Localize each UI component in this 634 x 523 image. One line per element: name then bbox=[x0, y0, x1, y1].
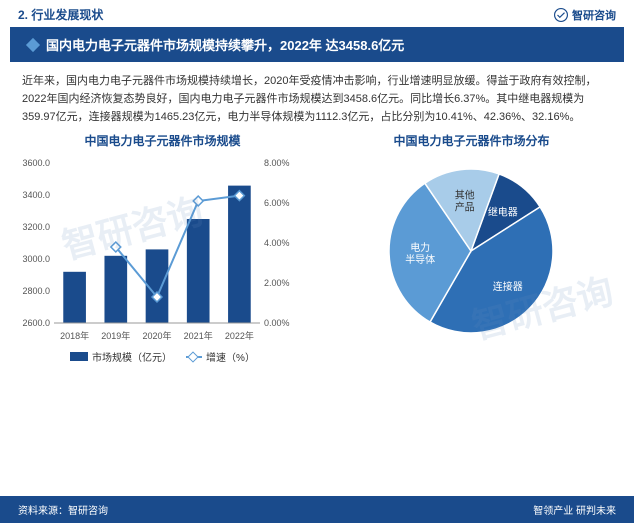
svg-text:0.00%: 0.00% bbox=[264, 318, 290, 328]
body-paragraph: 近年来，国内电力电子元器件市场规模持续增长，2020年受疫情冲击影响，行业增速明… bbox=[0, 62, 634, 132]
svg-text:2018年: 2018年 bbox=[60, 330, 89, 341]
legend-bar-swatch bbox=[70, 352, 88, 361]
pie-chart-column: 中国电力电子元器件市场分布 继电器连接器 电力半导体 其他产品 bbox=[321, 132, 622, 364]
legend-line-swatch bbox=[186, 356, 202, 358]
svg-text:3200.0: 3200.0 bbox=[22, 222, 50, 232]
source-right: 智领产业 研判未来 bbox=[533, 502, 616, 517]
legend-line-label: 增速（%） bbox=[206, 349, 255, 364]
svg-text:产品: 产品 bbox=[455, 201, 475, 214]
svg-text:其他: 其他 bbox=[455, 189, 475, 202]
source-left: 资料来源：智研咨询 bbox=[18, 502, 108, 517]
svg-text:2020年: 2020年 bbox=[142, 330, 171, 341]
svg-text:2019年: 2019年 bbox=[101, 330, 130, 341]
page-root: 2. 行业发展现状 智研咨询 国内电力电子元器件市场规模持续攀升，2022年 达… bbox=[0, 0, 634, 523]
diamond-icon bbox=[26, 37, 40, 51]
combo-chart-svg: 2600.0 2800.0 3000.0 3200.0 3400.0 3600.0 0.00… bbox=[12, 155, 302, 345]
legend-bar-label: 市场规模（亿元） bbox=[92, 349, 172, 364]
svg-text:3600.0: 3600.0 bbox=[22, 158, 50, 168]
svg-text:电力: 电力 bbox=[410, 241, 430, 254]
title-text: 国内电力电子元器件市场规模持续攀升，2022年 达3458.6亿元 bbox=[46, 35, 404, 54]
svg-text:半导体: 半导体 bbox=[405, 253, 435, 266]
legend-line: 增速（%） bbox=[186, 349, 255, 364]
svg-text:6.00%: 6.00% bbox=[264, 198, 290, 208]
svg-text:继电器: 继电器 bbox=[488, 206, 518, 219]
svg-text:2021年: 2021年 bbox=[184, 330, 213, 341]
svg-text:3000.0: 3000.0 bbox=[22, 254, 50, 264]
svg-text:2022年: 2022年 bbox=[225, 330, 254, 341]
combo-chart: 2600.0 2800.0 3000.0 3200.0 3400.0 3600.0 0.00… bbox=[12, 155, 302, 345]
section-label: 2. 行业发展现状 bbox=[18, 6, 103, 23]
svg-text:2800.0: 2800.0 bbox=[22, 286, 50, 296]
svg-text:2.00%: 2.00% bbox=[264, 278, 290, 288]
svg-text:连接器: 连接器 bbox=[493, 281, 523, 294]
source-bar: 资料来源：智研咨询 智领产业 研判未来 bbox=[0, 496, 634, 523]
title-bar: 国内电力电子元器件市场规模持续攀升，2022年 达3458.6亿元 bbox=[10, 27, 624, 62]
bar-legend: 市场规模（亿元） 增速（%） bbox=[12, 349, 313, 364]
brand-text: 智研咨询 bbox=[572, 7, 616, 23]
brand-icon bbox=[554, 8, 568, 22]
pie-chart-title: 中国电力电子元器件市场分布 bbox=[321, 132, 622, 149]
svg-text:3400.0: 3400.0 bbox=[22, 190, 50, 200]
svg-text:2600.0: 2600.0 bbox=[22, 318, 50, 328]
pie-chart-svg: 继电器连接器 电力半导体 其他产品 bbox=[321, 155, 611, 345]
svg-text:8.00%: 8.00% bbox=[264, 158, 290, 168]
bar-chart-column: 中国电力电子元器件市场规模 2600.0 2800.0 3000.0 3200.0 34… bbox=[12, 132, 313, 364]
brand-badge: 智研咨询 bbox=[554, 7, 616, 23]
svg-text:4.00%: 4.00% bbox=[264, 238, 290, 248]
pie-chart: 继电器连接器 电力半导体 其他产品 bbox=[321, 155, 611, 345]
header-row: 2. 行业发展现状 智研咨询 bbox=[0, 0, 634, 27]
legend-bar: 市场规模（亿元） bbox=[70, 349, 172, 364]
bar-chart-title: 中国电力电子元器件市场规模 bbox=[12, 132, 313, 149]
charts-row: 中国电力电子元器件市场规模 2600.0 2800.0 3000.0 3200.0 34… bbox=[0, 132, 634, 364]
